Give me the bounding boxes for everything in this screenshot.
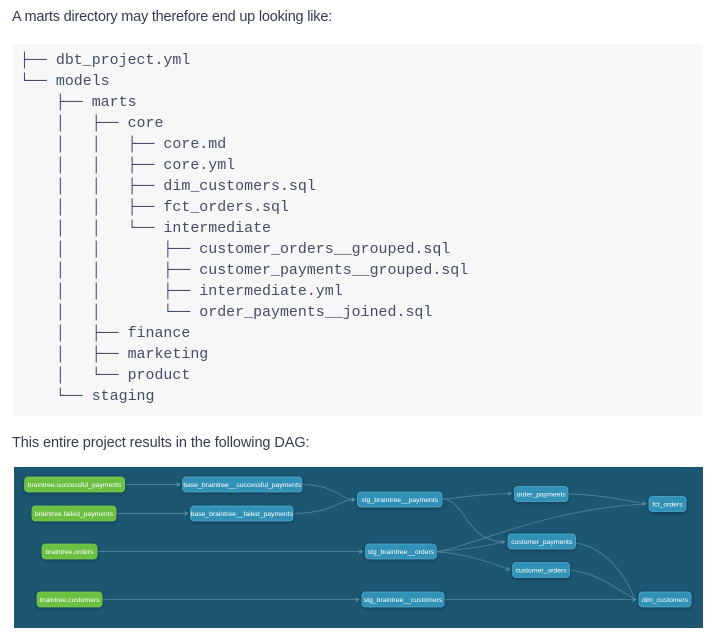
svg-text:stg_braintree__payments: stg_braintree__payments [361,497,438,504]
svg-text:braintree.orders: braintree.orders [46,549,95,556]
svg-text:braintree.customers: braintree.customers [39,597,100,604]
svg-text:braintree.successful_payments: braintree.successful_payments [28,482,122,489]
svg-text:base_braintree__successful_pay: base_braintree__successful_payments [183,482,301,489]
svg-text:stg_braintree__customers: stg_braintree__customers [364,597,443,604]
svg-text:order_payments: order_payments [517,491,567,498]
svg-text:braintree.failed_payments: braintree.failed_payments [35,511,114,518]
svg-text:stg_braintree__orders: stg_braintree__orders [368,549,435,556]
svg-text:customer_payments: customer_payments [511,539,573,546]
svg-text:customer_orders: customer_orders [516,567,568,574]
svg-text:dim_customers: dim_customers [642,597,689,604]
svg-text:fct_orders: fct_orders [652,501,683,508]
svg-text:base_braintree__failed_payment: base_braintree__failed_payments [191,511,294,518]
